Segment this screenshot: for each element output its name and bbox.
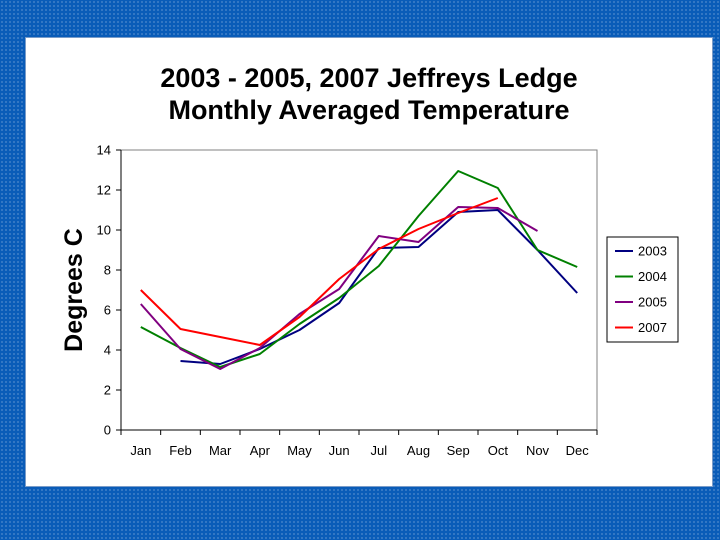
legend-label-2003: 2003 xyxy=(638,244,667,259)
y-tick-label: 0 xyxy=(104,423,111,438)
y-axis-label: Degrees C xyxy=(60,228,88,352)
series-line-2004 xyxy=(140,170,578,368)
x-tick-label: Jan xyxy=(130,443,151,458)
x-tick-label: Oct xyxy=(488,443,509,458)
plot-area xyxy=(120,149,598,431)
x-tick-label: May xyxy=(287,443,312,458)
legend-box xyxy=(606,236,679,343)
series-lines xyxy=(140,170,578,370)
legend-label-2007: 2007 xyxy=(638,320,667,335)
y-tick-label: 8 xyxy=(104,263,111,278)
x-axis: Jan Feb Mar Apr May Jun Jul Aug Sep Oct Nov Dec xyxy=(120,429,598,458)
legend-label-2005: 2005 xyxy=(638,295,667,310)
x-tick-label: Aug xyxy=(407,443,430,458)
series-line-2007 xyxy=(140,197,499,346)
x-tick-label: Dec xyxy=(566,443,590,458)
y-tick-label: 6 xyxy=(104,303,111,318)
x-tick-label: Jul xyxy=(371,443,388,458)
chart-title-line1: 2003 - 2005, 2007 Jeffreys Ledge xyxy=(160,63,578,93)
chart-title-line2: Monthly Averaged Temperature xyxy=(168,95,570,125)
x-tick-label: Apr xyxy=(250,443,271,458)
x-tick-label: Feb xyxy=(169,443,191,458)
legend-label-2004: 2004 xyxy=(638,269,667,284)
y-axis: 0 2 4 6 8 10 12 14 xyxy=(97,143,122,438)
plot-frame xyxy=(120,149,598,431)
y-tick-label: 2 xyxy=(104,383,111,398)
y-tick-label: 14 xyxy=(97,143,111,158)
x-tick-label: Jun xyxy=(329,443,350,458)
x-tick-label: Mar xyxy=(209,443,232,458)
chart-title: 2003 - 2005, 2007 Jeffreys Ledge Monthly… xyxy=(26,62,712,126)
x-tick-label: Nov xyxy=(526,443,550,458)
x-tick-label: Sep xyxy=(447,443,470,458)
legend: 2003 2004 2005 2007 xyxy=(606,236,679,343)
y-tick-label: 4 xyxy=(104,343,111,358)
y-tick-label: 12 xyxy=(97,183,111,198)
y-tick-label: 10 xyxy=(97,223,111,238)
